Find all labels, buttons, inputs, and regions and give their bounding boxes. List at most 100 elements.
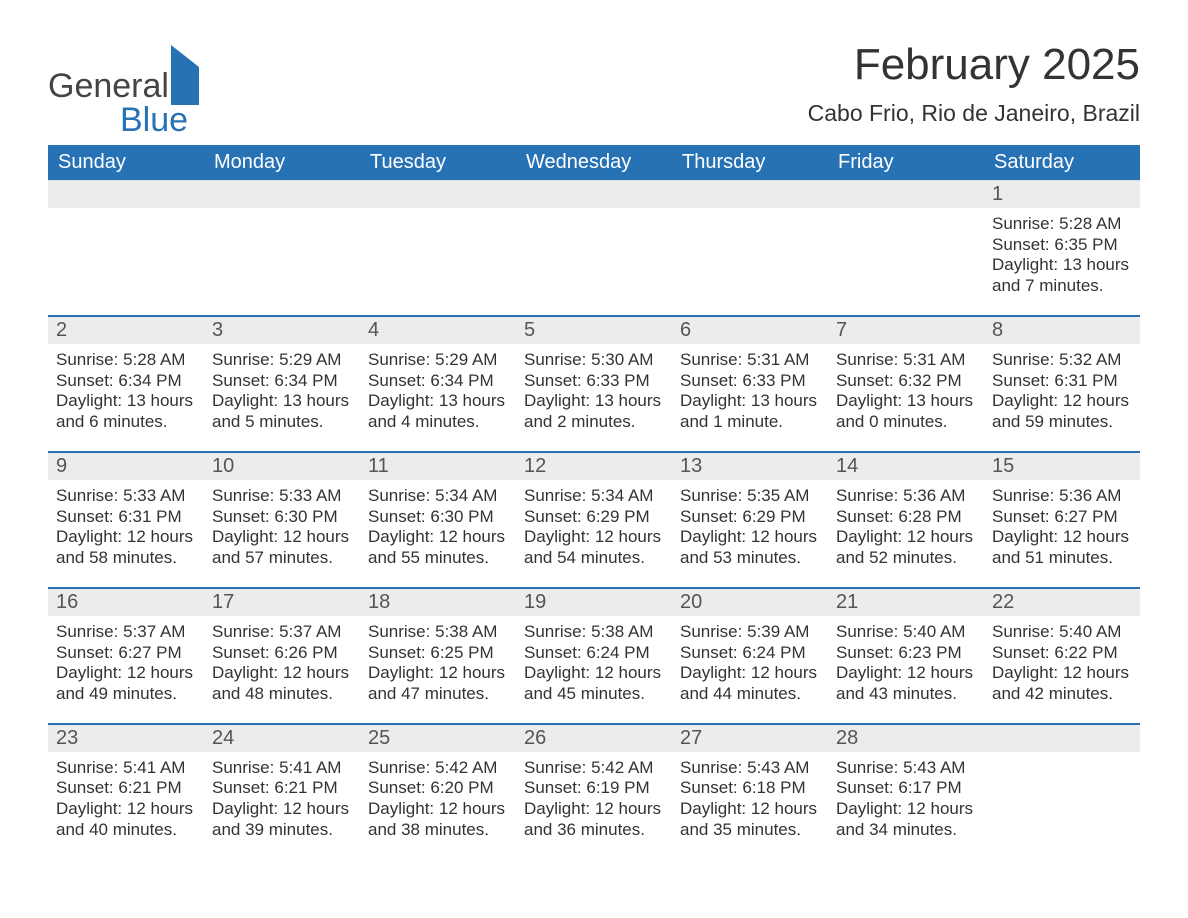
daylight-text: Daylight: 13 hours and 0 minutes. [836, 391, 976, 432]
daylight-text: Daylight: 12 hours and 34 minutes. [836, 799, 976, 840]
day-number [516, 181, 672, 208]
calendar-day [516, 181, 672, 315]
day-number: 14 [828, 453, 984, 480]
calendar-day: 4Sunrise: 5:29 AMSunset: 6:34 PMDaylight… [360, 317, 516, 451]
sunset-text: Sunset: 6:27 PM [992, 507, 1132, 528]
daylight-text: Daylight: 12 hours and 57 minutes. [212, 527, 352, 568]
calendar-day: 26Sunrise: 5:42 AMSunset: 6:19 PMDayligh… [516, 725, 672, 859]
daylight-text: Daylight: 12 hours and 40 minutes. [56, 799, 196, 840]
day-number: 13 [672, 453, 828, 480]
calendar-day [48, 181, 204, 315]
day-number [672, 181, 828, 208]
sunset-text: Sunset: 6:33 PM [680, 371, 820, 392]
calendar: Sunday Monday Tuesday Wednesday Thursday… [48, 145, 1140, 859]
calendar-day: 13Sunrise: 5:35 AMSunset: 6:29 PMDayligh… [672, 453, 828, 587]
daylight-text: Daylight: 12 hours and 49 minutes. [56, 663, 196, 704]
weekday-label: Wednesday [516, 145, 672, 180]
location-label: Cabo Frio, Rio de Janeiro, Brazil [808, 100, 1140, 127]
day-details: Sunrise: 5:34 AMSunset: 6:29 PMDaylight:… [516, 480, 672, 569]
daylight-text: Daylight: 12 hours and 39 minutes. [212, 799, 352, 840]
daylight-text: Daylight: 13 hours and 7 minutes. [992, 255, 1132, 296]
sunrise-text: Sunrise: 5:28 AM [992, 214, 1132, 235]
day-number [360, 181, 516, 208]
daylight-text: Daylight: 12 hours and 54 minutes. [524, 527, 664, 568]
title-block: February 2025 Cabo Frio, Rio de Janeiro,… [808, 40, 1140, 137]
calendar-week: 2Sunrise: 5:28 AMSunset: 6:34 PMDaylight… [48, 315, 1140, 451]
day-number: 7 [828, 317, 984, 344]
logo: General Blue [48, 69, 199, 137]
sunrise-text: Sunrise: 5:33 AM [56, 486, 196, 507]
day-details: Sunrise: 5:42 AMSunset: 6:20 PMDaylight:… [360, 752, 516, 841]
calendar-day: 5Sunrise: 5:30 AMSunset: 6:33 PMDaylight… [516, 317, 672, 451]
sunrise-text: Sunrise: 5:33 AM [212, 486, 352, 507]
day-details: Sunrise: 5:28 AMSunset: 6:35 PMDaylight:… [984, 208, 1140, 297]
sunset-text: Sunset: 6:21 PM [56, 778, 196, 799]
day-number: 6 [672, 317, 828, 344]
day-number: 3 [204, 317, 360, 344]
daylight-text: Daylight: 13 hours and 6 minutes. [56, 391, 196, 432]
sunrise-text: Sunrise: 5:40 AM [836, 622, 976, 643]
calendar-day: 12Sunrise: 5:34 AMSunset: 6:29 PMDayligh… [516, 453, 672, 587]
daylight-text: Daylight: 12 hours and 45 minutes. [524, 663, 664, 704]
sunrise-text: Sunrise: 5:29 AM [212, 350, 352, 371]
calendar-day: 7Sunrise: 5:31 AMSunset: 6:32 PMDaylight… [828, 317, 984, 451]
day-details: Sunrise: 5:32 AMSunset: 6:31 PMDaylight:… [984, 344, 1140, 433]
calendar-day: 24Sunrise: 5:41 AMSunset: 6:21 PMDayligh… [204, 725, 360, 859]
calendar-day: 14Sunrise: 5:36 AMSunset: 6:28 PMDayligh… [828, 453, 984, 587]
day-details: Sunrise: 5:29 AMSunset: 6:34 PMDaylight:… [360, 344, 516, 433]
day-details: Sunrise: 5:33 AMSunset: 6:31 PMDaylight:… [48, 480, 204, 569]
sunset-text: Sunset: 6:25 PM [368, 643, 508, 664]
calendar-week: 16Sunrise: 5:37 AMSunset: 6:27 PMDayligh… [48, 587, 1140, 723]
sunrise-text: Sunrise: 5:43 AM [680, 758, 820, 779]
day-number: 2 [48, 317, 204, 344]
sunrise-text: Sunrise: 5:29 AM [368, 350, 508, 371]
sunset-text: Sunset: 6:19 PM [524, 778, 664, 799]
day-details: Sunrise: 5:30 AMSunset: 6:33 PMDaylight:… [516, 344, 672, 433]
logo-word-blue: Blue [120, 101, 188, 139]
sunrise-text: Sunrise: 5:36 AM [992, 486, 1132, 507]
day-details: Sunrise: 5:39 AMSunset: 6:24 PMDaylight:… [672, 616, 828, 705]
day-number: 9 [48, 453, 204, 480]
calendar-day: 21Sunrise: 5:40 AMSunset: 6:23 PMDayligh… [828, 589, 984, 723]
day-details: Sunrise: 5:29 AMSunset: 6:34 PMDaylight:… [204, 344, 360, 433]
daylight-text: Daylight: 12 hours and 58 minutes. [56, 527, 196, 568]
sunrise-text: Sunrise: 5:36 AM [836, 486, 976, 507]
day-number [984, 725, 1140, 752]
daylight-text: Daylight: 13 hours and 4 minutes. [368, 391, 508, 432]
day-details: Sunrise: 5:35 AMSunset: 6:29 PMDaylight:… [672, 480, 828, 569]
sunrise-text: Sunrise: 5:39 AM [680, 622, 820, 643]
day-details: Sunrise: 5:43 AMSunset: 6:18 PMDaylight:… [672, 752, 828, 841]
day-number: 22 [984, 589, 1140, 616]
calendar-day: 25Sunrise: 5:42 AMSunset: 6:20 PMDayligh… [360, 725, 516, 859]
calendar-day [204, 181, 360, 315]
calendar-day: 2Sunrise: 5:28 AMSunset: 6:34 PMDaylight… [48, 317, 204, 451]
logo-word-general: General [48, 67, 169, 105]
day-details: Sunrise: 5:36 AMSunset: 6:28 PMDaylight:… [828, 480, 984, 569]
sunrise-text: Sunrise: 5:38 AM [368, 622, 508, 643]
calendar-day: 19Sunrise: 5:38 AMSunset: 6:24 PMDayligh… [516, 589, 672, 723]
day-details: Sunrise: 5:28 AMSunset: 6:34 PMDaylight:… [48, 344, 204, 433]
sunrise-text: Sunrise: 5:30 AM [524, 350, 664, 371]
daylight-text: Daylight: 12 hours and 51 minutes. [992, 527, 1132, 568]
weekday-label: Monday [204, 145, 360, 180]
day-details: Sunrise: 5:31 AMSunset: 6:33 PMDaylight:… [672, 344, 828, 433]
day-number: 25 [360, 725, 516, 752]
calendar-day: 1Sunrise: 5:28 AMSunset: 6:35 PMDaylight… [984, 181, 1140, 315]
daylight-text: Daylight: 12 hours and 35 minutes. [680, 799, 820, 840]
weekday-label: Friday [828, 145, 984, 180]
calendar-day: 10Sunrise: 5:33 AMSunset: 6:30 PMDayligh… [204, 453, 360, 587]
day-number: 20 [672, 589, 828, 616]
calendar-day [828, 181, 984, 315]
calendar-day: 8Sunrise: 5:32 AMSunset: 6:31 PMDaylight… [984, 317, 1140, 451]
day-number: 17 [204, 589, 360, 616]
sunrise-text: Sunrise: 5:31 AM [836, 350, 976, 371]
day-details: Sunrise: 5:38 AMSunset: 6:24 PMDaylight:… [516, 616, 672, 705]
day-number [828, 181, 984, 208]
calendar-day [360, 181, 516, 315]
daylight-text: Daylight: 13 hours and 1 minute. [680, 391, 820, 432]
sunset-text: Sunset: 6:29 PM [524, 507, 664, 528]
calendar-week: 1Sunrise: 5:28 AMSunset: 6:35 PMDaylight… [48, 180, 1140, 315]
day-details: Sunrise: 5:38 AMSunset: 6:25 PMDaylight:… [360, 616, 516, 705]
calendar-day: 20Sunrise: 5:39 AMSunset: 6:24 PMDayligh… [672, 589, 828, 723]
day-details: Sunrise: 5:41 AMSunset: 6:21 PMDaylight:… [204, 752, 360, 841]
